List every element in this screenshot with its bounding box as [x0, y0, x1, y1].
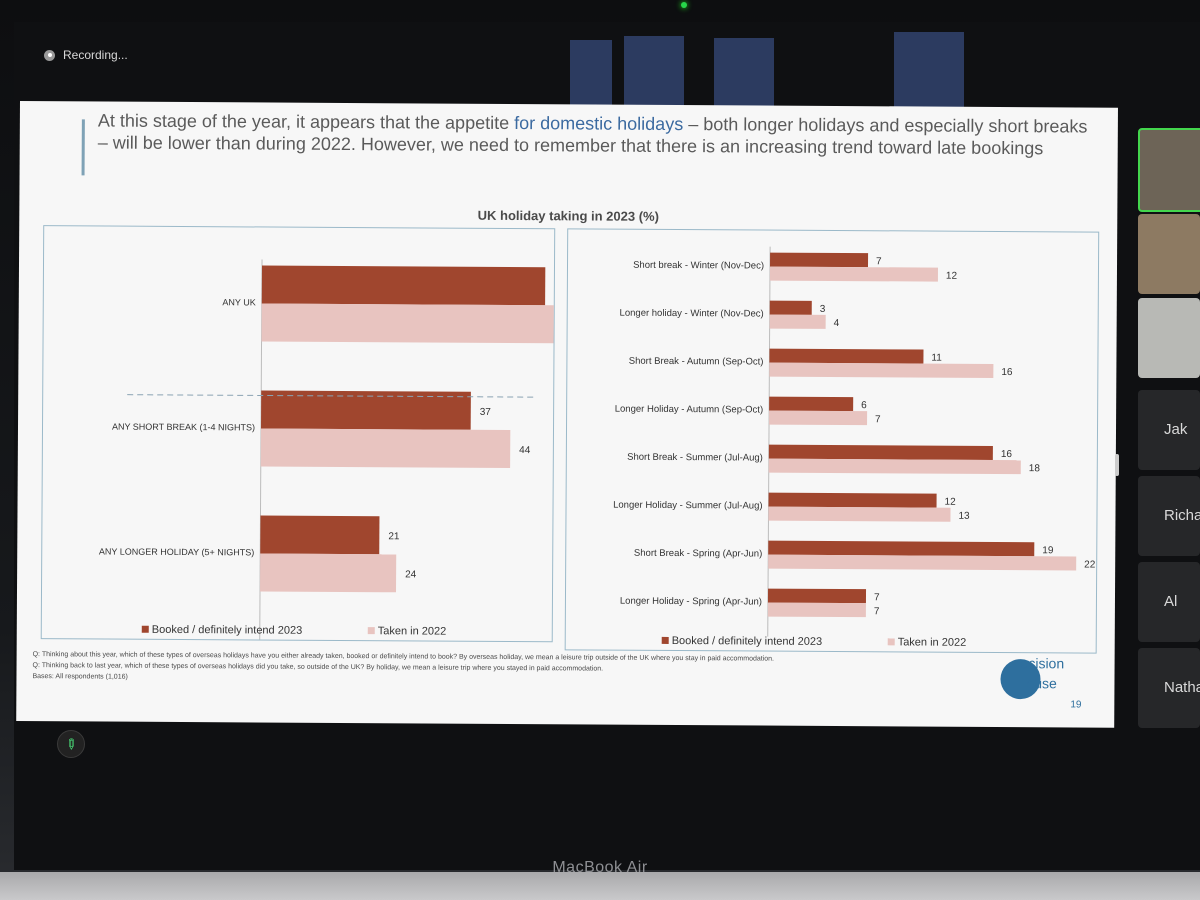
bar-booked-2023 — [770, 252, 869, 268]
data-label: 22 — [1084, 560, 1096, 571]
bar-booked-2023 — [261, 390, 471, 430]
bar-booked-2023 — [768, 444, 993, 460]
overall-chart: ANY UK5057ANY SHORT BREAK (1-4 NIGHTS)37… — [99, 259, 555, 641]
category-label: Longer Holiday - Summer (Jul-Aug) — [613, 500, 762, 512]
category-label: Longer holiday - Winter (Nov-Dec) — [620, 308, 764, 320]
recording-label: Recording... — [63, 48, 128, 62]
data-label: 6 — [861, 400, 867, 411]
participant-gallery: Jak Richar Al Nathar — [1132, 100, 1200, 860]
bar-booked-2023 — [769, 396, 854, 412]
bar-taken-2022 — [769, 410, 868, 426]
category-label: Short Break - Spring (Apr-Jun) — [634, 548, 762, 560]
participant-tile[interactable]: Richar — [1138, 476, 1200, 556]
category-label: ANY LONGER HOLIDAY (5+ NIGHTS) — [99, 546, 254, 557]
chart-title: UK holiday taking in 2023 (%) — [477, 207, 660, 224]
bar-taken-2022 — [261, 303, 555, 344]
page-number: 19 — [1070, 699, 1082, 711]
data-label: 18 — [1029, 463, 1041, 474]
category-label: Longer Holiday - Spring (Apr-Jun) — [620, 596, 762, 608]
bar-taken-2022 — [260, 428, 511, 469]
legend-label: Taken in 2022 — [378, 625, 447, 637]
bar-taken-2022 — [767, 602, 866, 618]
presentation-slide: At this stage of the year, it appears th… — [16, 101, 1118, 728]
participant-video[interactable] — [1138, 128, 1200, 212]
logo-text: ouse — [1026, 675, 1057, 692]
panel-resize-handle[interactable] — [1115, 454, 1119, 476]
legend-swatch — [141, 625, 149, 633]
seasonal-chart: Short break - Winter (Nov-Dec) 7 12 Longer … — [613, 246, 1096, 649]
data-label: 12 — [946, 271, 958, 282]
category-label: Short Break - Autumn (Sep-Oct) — [629, 356, 764, 368]
category-label: ANY SHORT BREAK (1-4 NIGHTS) — [112, 422, 255, 433]
category-label: Short Break - Summer (Jul-Aug) — [627, 452, 763, 464]
data-label: 3 — [820, 304, 826, 315]
data-label: 44 — [519, 445, 531, 456]
data-label: 7 — [874, 606, 880, 617]
bar-taken-2022 — [260, 553, 397, 593]
camera-indicator-icon — [681, 2, 687, 8]
decision-house-logo: ecision ouse 19 — [986, 649, 1106, 720]
data-label: 7 — [874, 592, 880, 603]
data-label: 7 — [875, 414, 881, 425]
bar-taken-2022 — [768, 506, 951, 522]
headline-text-1: At this stage of the year, it appears th… — [97, 110, 515, 134]
legend-swatch — [661, 636, 669, 644]
legend-label: Booked / definitely intend 2023 — [152, 624, 303, 637]
bar-booked-2023 — [769, 300, 812, 315]
legend-swatch — [887, 638, 895, 646]
data-label: 21 — [388, 531, 400, 542]
bar-booked-2023 — [768, 492, 937, 508]
seasonal-chart-panel: Short break - Winter (Nov-Dec) 7 12 Longer … — [564, 228, 1100, 654]
bar-taken-2022 — [768, 554, 1077, 571]
footnotes: Q: Thinking about this year, which of th… — [32, 649, 992, 688]
pencil-icon: ✎ — [61, 733, 82, 754]
data-label: 16 — [1001, 367, 1013, 378]
bar-booked-2023 — [768, 540, 1035, 557]
category-label: Short break - Winter (Nov-Dec) — [633, 260, 764, 272]
data-label: 19 — [1042, 545, 1054, 556]
legend-label: Taken in 2022 — [898, 636, 967, 648]
participant-tile[interactable]: Al — [1138, 562, 1200, 642]
data-label: 37 — [480, 407, 492, 418]
bar-booked-2023 — [261, 265, 546, 306]
bar-taken-2022 — [769, 314, 826, 329]
data-label: 4 — [834, 318, 840, 329]
bar-booked-2023 — [767, 588, 867, 604]
bar-taken-2022 — [769, 362, 994, 378]
bar-taken-2022 — [769, 266, 938, 282]
data-label: 24 — [405, 569, 417, 580]
legend-swatch — [367, 627, 375, 635]
data-label: 13 — [958, 511, 970, 522]
participant-video[interactable] — [1138, 214, 1200, 294]
category-label: Longer Holiday - Autumn (Sep-Oct) — [615, 404, 763, 416]
participant-tile[interactable]: Nathar — [1138, 648, 1200, 728]
annotate-button[interactable]: ✎ — [57, 730, 85, 758]
recording-indicator[interactable]: Recording... — [44, 48, 128, 62]
category-label: ANY UK — [222, 297, 255, 307]
data-label: 7 — [876, 256, 882, 267]
laptop-base — [0, 872, 1200, 900]
participant-tile[interactable]: Jak — [1138, 390, 1200, 470]
participant-video[interactable] — [1138, 298, 1200, 378]
data-label: 11 — [931, 353, 942, 364]
device-brand: MacBook Air — [552, 859, 648, 876]
reflection — [894, 32, 964, 116]
headline-highlight: for domestic holidays — [514, 113, 684, 135]
data-label: 12 — [945, 497, 957, 508]
bar-taken-2022 — [768, 458, 1021, 475]
legend-label: Booked / definitely intend 2023 — [672, 635, 823, 648]
data-label: 16 — [1001, 449, 1013, 460]
bar-booked-2023 — [260, 515, 380, 555]
bar-booked-2023 — [769, 348, 924, 364]
separator-line — [127, 394, 534, 398]
record-icon — [44, 49, 55, 61]
headline-accent-bar — [81, 119, 85, 176]
logo-text: ecision — [1020, 655, 1065, 672]
slide-headline: At this stage of the year, it appears th… — [98, 109, 1098, 159]
overall-chart-panel: ANY UK5057ANY SHORT BREAK (1-4 NIGHTS)37… — [40, 225, 556, 643]
